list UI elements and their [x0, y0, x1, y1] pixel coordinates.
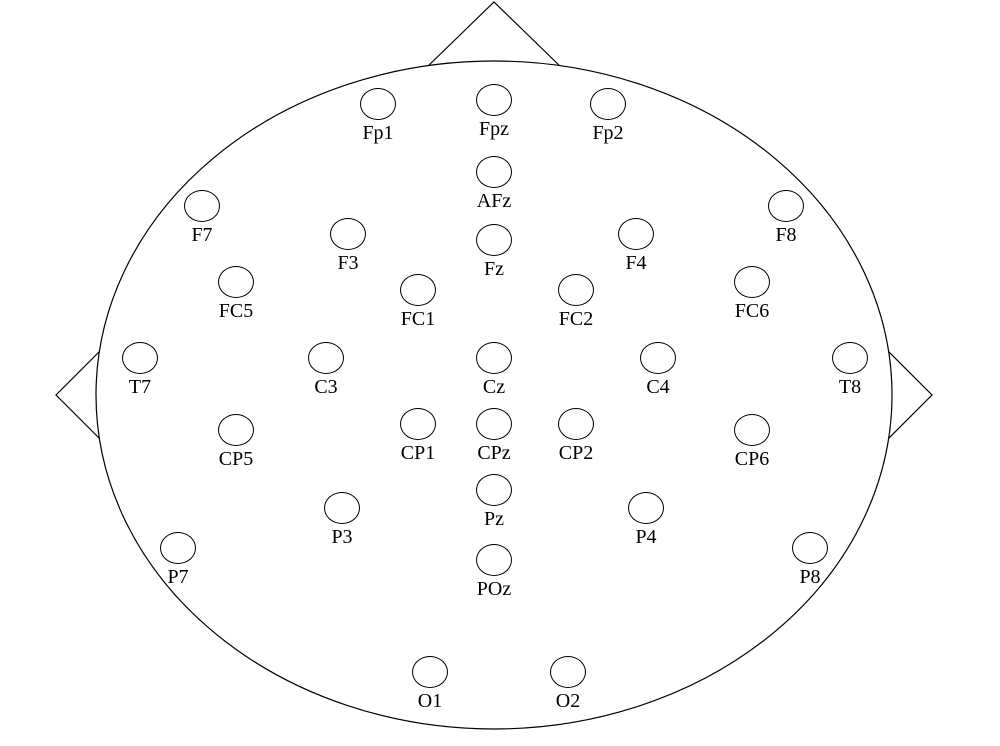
electrode-o1: O1: [412, 656, 448, 688]
electrode-marker-icon: [558, 274, 594, 306]
electrode-marker-icon: [412, 656, 448, 688]
electrode-marker-icon: [122, 342, 158, 374]
electrode-c4: C4: [640, 342, 676, 374]
electrode-p7: P7: [160, 532, 196, 564]
electrode-label: CP1: [401, 442, 435, 465]
electrode-f8: F8: [768, 190, 804, 222]
electrode-label: O1: [418, 690, 442, 713]
electrode-p3: P3: [324, 492, 360, 524]
electrode-marker-icon: [476, 408, 512, 440]
electrode-fc6: FC6: [734, 266, 770, 298]
electrode-cpz: CPz: [476, 408, 512, 440]
electrode-label: Fp2: [592, 122, 623, 145]
electrode-marker-icon: [330, 218, 366, 250]
electrode-label: CPz: [477, 442, 510, 465]
electrode-poz: POz: [476, 544, 512, 576]
electrode-label: FC1: [401, 308, 435, 331]
electrode-label: T8: [839, 376, 861, 399]
electrode-fc2: FC2: [558, 274, 594, 306]
electrode-label: Fp1: [362, 122, 393, 145]
electrode-marker-icon: [734, 266, 770, 298]
electrode-label: Cz: [483, 376, 505, 399]
electrode-marker-icon: [628, 492, 664, 524]
electrode-marker-icon: [308, 342, 344, 374]
electrode-label: FC5: [219, 300, 253, 323]
electrode-marker-icon: [618, 218, 654, 250]
electrode-marker-icon: [476, 156, 512, 188]
electrode-label: C3: [314, 376, 337, 399]
electrode-label: C4: [646, 376, 669, 399]
electrode-fp1: Fp1: [360, 88, 396, 120]
electrode-t7: T7: [122, 342, 158, 374]
electrode-marker-icon: [476, 224, 512, 256]
electrode-marker-icon: [550, 656, 586, 688]
electrode-marker-icon: [218, 414, 254, 446]
electrode-fc1: FC1: [400, 274, 436, 306]
electrode-marker-icon: [832, 342, 868, 374]
electrode-t8: T8: [832, 342, 868, 374]
electrode-label: F7: [191, 224, 212, 247]
electrode-marker-icon: [792, 532, 828, 564]
electrode-label: FC2: [559, 308, 593, 331]
electrode-marker-icon: [324, 492, 360, 524]
electrode-afz: AFz: [476, 156, 512, 188]
electrode-marker-icon: [400, 408, 436, 440]
electrode-marker-icon: [360, 88, 396, 120]
electrode-marker-icon: [558, 408, 594, 440]
electrode-marker-icon: [184, 190, 220, 222]
electrode-label: CP5: [219, 448, 253, 471]
electrode-marker-icon: [734, 414, 770, 446]
electrode-label: P8: [799, 566, 820, 589]
electrode-label: F3: [337, 252, 358, 275]
electrode-fc5: FC5: [218, 266, 254, 298]
electrode-cp2: CP2: [558, 408, 594, 440]
electrode-label: T7: [129, 376, 151, 399]
electrode-marker-icon: [476, 342, 512, 374]
electrode-cp6: CP6: [734, 414, 770, 446]
electrode-label: F4: [625, 252, 646, 275]
electrode-marker-icon: [476, 84, 512, 116]
electrode-marker-icon: [218, 266, 254, 298]
electrode-c3: C3: [308, 342, 344, 374]
electrode-fz: Fz: [476, 224, 512, 256]
electrode-marker-icon: [476, 474, 512, 506]
electrode-label: P7: [167, 566, 188, 589]
electrode-marker-icon: [768, 190, 804, 222]
electrode-cz: Cz: [476, 342, 512, 374]
electrode-label: Fpz: [479, 118, 509, 141]
electrode-p8: P8: [792, 532, 828, 564]
electrode-cp1: CP1: [400, 408, 436, 440]
electrode-marker-icon: [590, 88, 626, 120]
electrode-marker-icon: [640, 342, 676, 374]
electrode-f7: F7: [184, 190, 220, 222]
electrode-p4: P4: [628, 492, 664, 524]
electrode-label: POz: [477, 578, 511, 601]
electrode-label: F8: [775, 224, 796, 247]
electrode-label: P3: [331, 526, 352, 549]
electrode-fpz: Fpz: [476, 84, 512, 116]
electrode-f4: F4: [618, 218, 654, 250]
electrode-cp5: CP5: [218, 414, 254, 446]
electrode-label: CP2: [559, 442, 593, 465]
electrode-label: P4: [635, 526, 656, 549]
electrode-label: FC6: [735, 300, 769, 323]
electrode-o2: O2: [550, 656, 586, 688]
electrode-marker-icon: [160, 532, 196, 564]
electrode-pz: Pz: [476, 474, 512, 506]
electrode-marker-icon: [400, 274, 436, 306]
electrode-label: CP6: [735, 448, 769, 471]
electrode-label: Pz: [484, 508, 504, 531]
nose-icon: [426, 2, 562, 68]
electrode-f3: F3: [330, 218, 366, 250]
electrode-fp2: Fp2: [590, 88, 626, 120]
electrode-marker-icon: [476, 544, 512, 576]
electrode-label: AFz: [477, 190, 511, 213]
eeg-1020-layout: Fp1 Fpz Fp2 AFz F7 F3 Fz F4 F8 FC5 FC1 FC2 FC6 T7 C3 Cz…: [0, 0, 1000, 746]
electrode-label: O2: [556, 690, 580, 713]
electrode-label: Fz: [484, 258, 504, 281]
